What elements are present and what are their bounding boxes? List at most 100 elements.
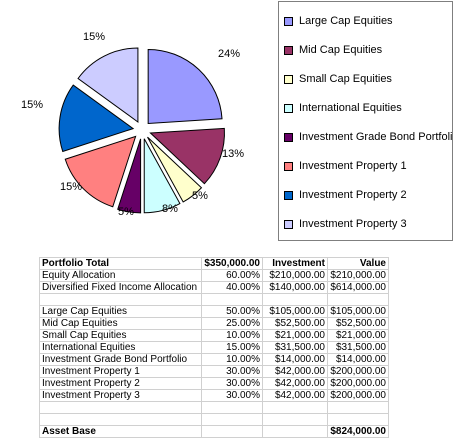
slice-label: 5%: [118, 206, 134, 218]
table-cell: [39, 293, 202, 306]
table-cell: Asset Base: [39, 425, 202, 438]
table-row: Investment Property 1 30.00% $42,000.00 $20…: [39, 365, 389, 378]
legend-swatch: [284, 16, 293, 26]
table-cell: $42,000.00: [262, 389, 328, 402]
table-cell: [327, 401, 389, 414]
header-cell: $350,000.00: [201, 257, 263, 270]
legend-swatch: [284, 132, 293, 142]
table-cell: $200,000.00: [327, 389, 389, 402]
pie-slice: [147, 136, 203, 203]
table-cell: 40.00%: [201, 281, 263, 294]
table-row: International Equities 15.00% $31,500.00 $3…: [39, 341, 389, 354]
table-cell: International Equities: [39, 341, 202, 354]
header-cell: Portfolio Total: [39, 257, 202, 270]
table-cell: 15.00%: [201, 341, 263, 354]
table-row: Asset Base $824,000.00: [39, 425, 389, 438]
legend-swatch: [284, 45, 293, 55]
legend-swatch: [284, 219, 293, 229]
table-row: Small Cap Equities 10.00% $21,000.00 $21,00…: [39, 329, 389, 342]
table-row: [39, 401, 389, 414]
table-cell: $105,000.00: [327, 305, 389, 318]
legend-item: Investment Property 1: [284, 159, 407, 173]
legend-item: Mid Cap Equities: [284, 43, 382, 57]
slice-label: 13%: [222, 148, 244, 160]
table-cell: 10.00%: [201, 329, 263, 342]
table-cell: 50.00%: [201, 305, 263, 318]
table-cell: $21,000.00: [327, 329, 389, 342]
table-row: [39, 413, 389, 426]
legend-label: Investment Grade Bond Portfolio: [299, 131, 453, 143]
table-cell: Large Cap Equities: [39, 305, 202, 318]
table-cell: $210,000.00: [327, 269, 389, 282]
legend-item: Investment Grade Bond Portfolio: [284, 130, 453, 144]
legend-item: Small Cap Equities: [284, 72, 392, 86]
legend-label: International Equities: [299, 102, 402, 114]
legend-item: Large Cap Equities: [284, 14, 393, 28]
table-cell: [262, 413, 328, 426]
pie-slice: [143, 138, 181, 214]
slice-label: 24%: [218, 48, 240, 60]
table-row: Investment Grade Bond Portfolio 10.00% $14…: [39, 353, 389, 366]
portfolio-table: Portfolio Total $350,000.00 Investment V…: [39, 257, 389, 438]
table-cell: $52,500.00: [262, 317, 328, 330]
legend-item: Investment Property 2: [284, 188, 407, 202]
table-cell: $21,000.00: [262, 329, 328, 342]
table-cell: 30.00%: [201, 365, 263, 378]
slice-label: 15%: [60, 181, 82, 193]
legend-swatch: [284, 190, 293, 200]
table-cell: 10.00%: [201, 353, 263, 366]
table-cell: Investment Property 3: [39, 389, 202, 402]
legend-label: Investment Property 2: [299, 189, 407, 201]
table-cell: $614,000.00: [327, 281, 389, 294]
table-cell: [327, 293, 389, 306]
table-cell: Small Cap Equities: [39, 329, 202, 342]
table-row: [39, 293, 389, 306]
header-cell: Investment: [262, 257, 328, 270]
table-cell: Mid Cap Equities: [39, 317, 202, 330]
slice-label: 8%: [162, 203, 178, 215]
table-cell: Equity Allocation: [39, 269, 202, 282]
slice-label: 5%: [192, 190, 208, 202]
table-row: Equity Allocation 60.00% $210,000.00 $210,0…: [39, 269, 389, 282]
table-row: Investment Property 2 30.00% $42,000.00 $20…: [39, 377, 389, 390]
pie-slice: [117, 138, 142, 214]
table-cell: $200,000.00: [327, 377, 389, 390]
pie-slice: [64, 135, 137, 208]
legend-label: Large Cap Equities: [299, 15, 393, 27]
legend-label: Investment Property 3: [299, 218, 407, 230]
table-cell: [39, 413, 202, 426]
table-cell: $42,000.00: [262, 377, 328, 390]
table-row: Diversified Fixed Income Allocation 40.00…: [39, 281, 389, 294]
legend-swatch: [284, 161, 293, 171]
legend-item: Investment Property 3: [284, 217, 407, 231]
table-cell: [327, 413, 389, 426]
table-cell: 25.00%: [201, 317, 263, 330]
table-cell: $31,500.00: [262, 341, 328, 354]
table-cell: [262, 425, 328, 438]
slice-label: 15%: [21, 99, 43, 111]
table-row: Mid Cap Equities 25.00% $52,500.00 $52,500.…: [39, 317, 389, 330]
table-cell: [39, 401, 202, 414]
pie-slice: [149, 127, 225, 185]
table-cell: 60.00%: [201, 269, 263, 282]
legend-swatch: [284, 74, 293, 84]
table-cell: 30.00%: [201, 389, 263, 402]
table-cell: [201, 413, 263, 426]
legend-swatch: [284, 103, 293, 113]
table-cell: [262, 293, 328, 306]
chart-legend: Large Cap Equities Mid Cap Equities Small …: [278, 1, 453, 241]
table-cell: $42,000.00: [262, 365, 328, 378]
table-cell: $31,500.00: [327, 341, 389, 354]
pie-slice: [147, 48, 223, 124]
table-cell: $14,000.00: [262, 353, 328, 366]
table-cell: $52,500.00: [327, 317, 389, 330]
pie-chart: 24% 13% 5% 8% 5% 15% 15% 15%: [21, 31, 244, 218]
table-cell: Investment Grade Bond Portfolio: [39, 353, 202, 366]
table-cell: $105,000.00: [262, 305, 328, 318]
table-cell: 30.00%: [201, 377, 263, 390]
table-cell: $824,000.00: [327, 425, 389, 438]
table-cell: [201, 401, 263, 414]
table-row: Large Cap Equities 50.00% $105,000.00 $105,…: [39, 305, 389, 318]
header-cell: Value: [327, 257, 389, 270]
table-cell: Investment Property 2: [39, 377, 202, 390]
